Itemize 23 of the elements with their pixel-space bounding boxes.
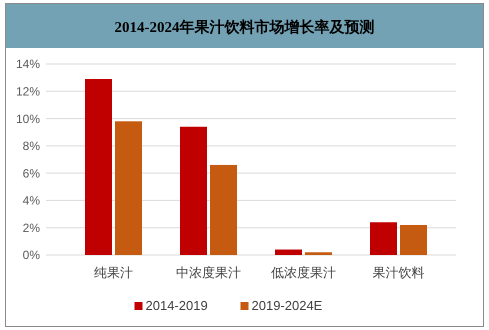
bar bbox=[370, 222, 397, 255]
y-tick-label: 12% bbox=[16, 84, 40, 98]
y-tick-label: 8% bbox=[22, 139, 40, 154]
y-tick-label: 2% bbox=[22, 220, 40, 235]
x-tick-label: 中浓度果汁 bbox=[176, 265, 241, 281]
bar bbox=[400, 224, 427, 255]
x-tick-label: 低浓度果汁 bbox=[271, 265, 336, 281]
bar bbox=[180, 126, 207, 255]
x-tick-label: 果汁饮料 bbox=[372, 266, 424, 281]
chart-title: 2014-2024年果汁饮料市场增长率及预测 bbox=[114, 18, 374, 36]
y-tick-label: 10% bbox=[16, 112, 40, 126]
bar bbox=[210, 164, 237, 255]
bar bbox=[85, 79, 112, 255]
y-tick-label: 6% bbox=[22, 166, 40, 180]
y-tick-label: 14% bbox=[16, 57, 40, 72]
y-tick-label: 0% bbox=[22, 248, 40, 262]
legend-label: 2014-2019 bbox=[146, 298, 208, 313]
bar bbox=[275, 250, 302, 255]
legend-label: 2019-2024E bbox=[252, 298, 323, 313]
y-tick-label: 4% bbox=[22, 194, 40, 208]
bar bbox=[305, 252, 332, 255]
x-tick-label: 纯果汁 bbox=[94, 266, 133, 281]
bar bbox=[115, 121, 142, 255]
